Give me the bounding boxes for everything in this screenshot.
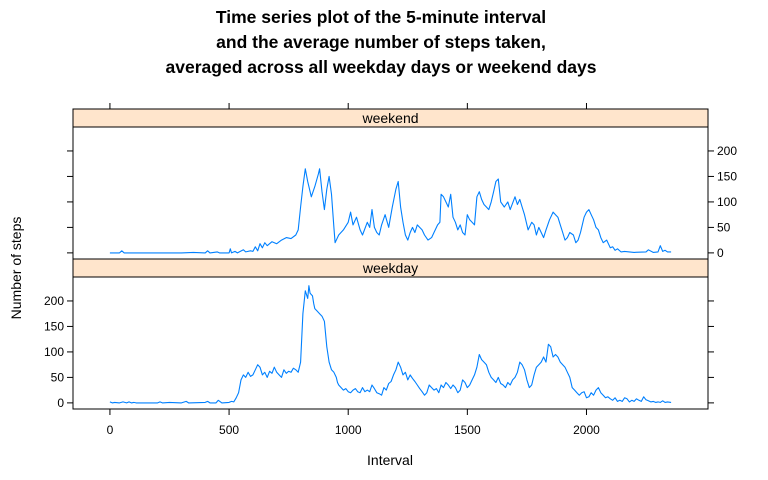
strip-label-weekend: weekend [361,110,418,126]
series-line-weekday [109,285,672,404]
y-tick-label: 50 [51,370,65,384]
strip-label-weekday: weekday [362,260,418,276]
panels-group: weekend weekday [72,108,709,410]
y-tick-label: 200 [717,144,737,158]
y-tick-label: 0 [717,246,724,260]
x-tick-label: 1000 [335,423,362,437]
chart-title: Time series plot of the 5-minute interva… [166,7,597,77]
x-axis-label: Interval [367,452,413,468]
series-line-weekend [109,168,672,254]
x-tick-label: 0 [107,423,114,437]
panel-frame-weekend [72,126,709,260]
y-axis-label: Number of steps [8,217,24,320]
y-tick-label: 200 [44,294,64,308]
panel-frame-weekday [72,276,709,410]
y-tick-label: 150 [44,319,64,333]
y-tick-label: 50 [717,220,731,234]
y-tick-label: 150 [717,169,737,183]
x-tick-label: 2000 [573,423,600,437]
title-line-2: and the average number of steps taken, [216,32,546,52]
y-tick-label: 0 [57,396,64,410]
y-tick-label: 100 [717,195,737,209]
x-tick-label: 1500 [454,423,481,437]
y-tick-label: 100 [44,345,64,359]
x-tick-label: 500 [219,423,239,437]
title-line-1: Time series plot of the 5-minute interva… [216,7,546,27]
title-line-3: averaged across all weekday days or week… [166,57,597,77]
